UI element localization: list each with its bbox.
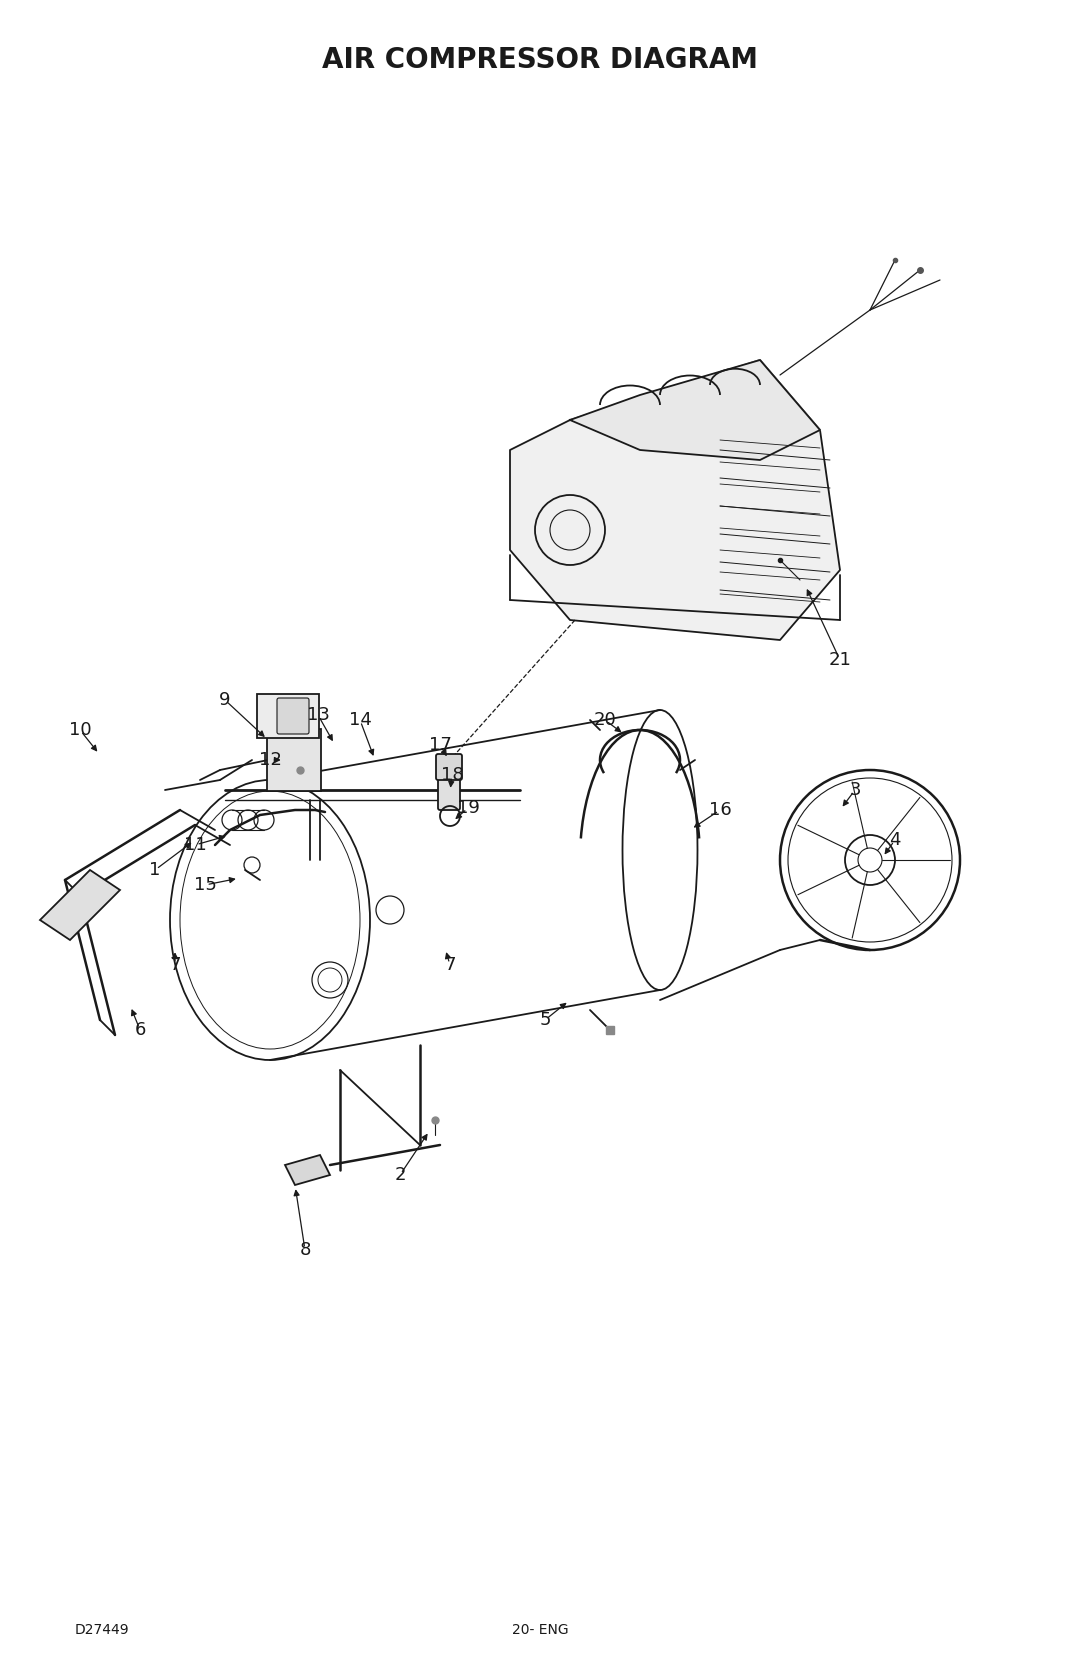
Text: 1: 1 — [149, 861, 161, 880]
Text: 20- ENG: 20- ENG — [512, 1622, 568, 1637]
Text: 10: 10 — [69, 721, 92, 739]
Text: 7: 7 — [444, 956, 456, 975]
Text: 17: 17 — [429, 736, 451, 754]
FancyBboxPatch shape — [267, 729, 321, 791]
Text: 19: 19 — [457, 799, 480, 818]
FancyBboxPatch shape — [438, 776, 460, 809]
Text: 9: 9 — [219, 691, 231, 709]
Polygon shape — [510, 361, 840, 639]
Text: 4: 4 — [889, 831, 901, 850]
Text: 20: 20 — [594, 711, 617, 729]
Polygon shape — [285, 1155, 330, 1185]
FancyBboxPatch shape — [257, 694, 319, 738]
Text: 2: 2 — [394, 1167, 406, 1183]
Text: AIR COMPRESSOR DIAGRAM: AIR COMPRESSOR DIAGRAM — [322, 47, 758, 73]
Text: 7: 7 — [170, 956, 180, 975]
Polygon shape — [570, 361, 820, 461]
Text: 3: 3 — [849, 781, 861, 799]
FancyBboxPatch shape — [436, 754, 462, 779]
Polygon shape — [40, 870, 120, 940]
Text: 21: 21 — [828, 651, 851, 669]
Text: 5: 5 — [539, 1011, 551, 1030]
Text: 13: 13 — [307, 706, 329, 724]
Text: 16: 16 — [708, 801, 731, 819]
Text: 12: 12 — [258, 751, 282, 769]
Text: 14: 14 — [349, 711, 372, 729]
Text: 15: 15 — [193, 876, 216, 895]
Text: D27449: D27449 — [75, 1622, 130, 1637]
Text: 8: 8 — [299, 1242, 311, 1258]
Text: 11: 11 — [184, 836, 206, 855]
Text: 18: 18 — [441, 766, 463, 784]
Text: 6: 6 — [134, 1021, 146, 1040]
FancyBboxPatch shape — [276, 698, 309, 734]
